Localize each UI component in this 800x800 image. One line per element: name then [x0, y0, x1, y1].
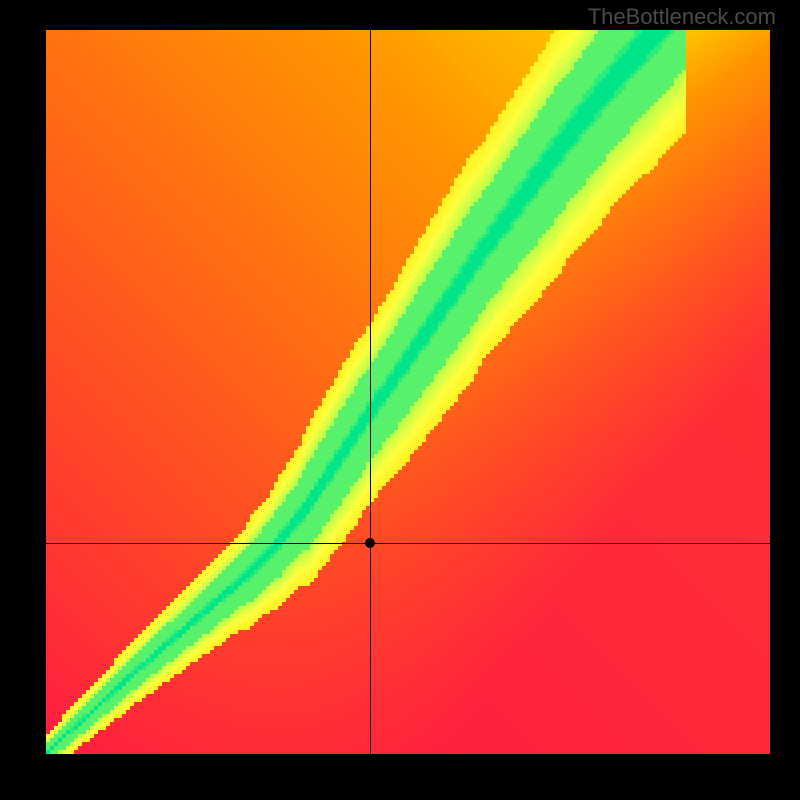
crosshair-marker-dot: [365, 538, 375, 548]
heatmap-plot-area: [46, 30, 770, 754]
crosshair-vertical-line: [370, 30, 371, 754]
watermark-text: TheBottleneck.com: [588, 4, 776, 30]
heatmap-canvas: [46, 30, 770, 754]
crosshair-horizontal-line: [46, 543, 770, 544]
